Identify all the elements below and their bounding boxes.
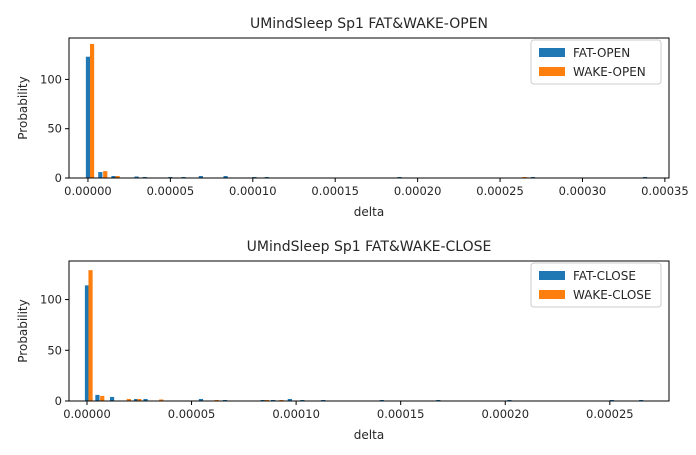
x-tick-label: 0.00025: [586, 407, 634, 421]
legend-swatch: [539, 67, 565, 76]
bar-a-12: [379, 399, 384, 401]
plot-frame: [68, 37, 670, 179]
bar-a-4: [143, 398, 148, 401]
bar-a-8: [271, 399, 276, 401]
legend-label: FAT-CLOSE: [573, 269, 636, 283]
plot-frame: [68, 260, 670, 402]
bars-group: [84, 270, 644, 401]
bar-b-2: [115, 176, 120, 178]
y-tick-label: 100: [40, 72, 62, 86]
x-tick-label: 0.00005: [147, 184, 195, 198]
x-tick-label: 0.00015: [377, 407, 425, 421]
subplot-open: UMindSleep Sp1 FAT&WAKE-OPEN 0.00000 0.00…: [16, 16, 689, 219]
y-tick-label: 0: [55, 171, 62, 185]
x-axis-label: delta: [354, 428, 384, 442]
x-tick-label: 0.00010: [272, 407, 320, 421]
bar-a-7: [260, 399, 265, 401]
legend: FAT-OPEN WAKE-OPEN: [530, 39, 662, 85]
bar-a-2: [109, 396, 115, 401]
x-tick-label: 0.00000: [64, 184, 112, 198]
bar-b-0: [88, 270, 93, 401]
chart-title: UMindSleep Sp1 FAT&WAKE-OPEN: [250, 16, 488, 32]
bar-b-2: [126, 398, 131, 401]
bar-a-1: [95, 394, 100, 401]
bar-b-4: [159, 399, 164, 401]
legend-swatch: [539, 271, 565, 280]
legend-label: WAKE-CLOSE: [573, 288, 651, 302]
y-axis-label: Probability: [16, 76, 30, 139]
bar-a-1: [98, 172, 103, 178]
bar-a-7: [198, 176, 203, 178]
y-tick-label: 100: [40, 293, 62, 307]
bar-a-16: [639, 399, 644, 401]
bar-a-13: [436, 399, 441, 401]
x-tick-label: 0.00005: [168, 407, 216, 421]
x-tick-label: 0.00020: [481, 407, 529, 421]
bar-a-5: [198, 398, 204, 401]
bar-a-2: [111, 176, 116, 178]
x-tick-label: 0.00025: [476, 184, 524, 198]
chart-title: UMindSleep Sp1 FAT&WAKE-CLOSE: [247, 239, 492, 255]
bar-a-14: [507, 399, 512, 401]
legend-label: FAT-OPEN: [573, 46, 630, 60]
x-tick-label: 0.00020: [394, 184, 442, 198]
x-tick-label: 0.00010: [229, 184, 277, 198]
bar-a-8: [223, 176, 228, 178]
y-tick-label: 50: [47, 122, 62, 136]
bar-b-6: [264, 399, 269, 401]
legend-swatch: [539, 290, 565, 299]
bar-a-15: [609, 399, 615, 401]
bar-b-1: [103, 171, 108, 178]
subplot-close: UMindSleep Sp1 FAT&WAKE-CLOSE 0.00000 0.0…: [16, 239, 670, 442]
y-axis-label: Probability: [16, 299, 30, 362]
bar-a-6: [222, 399, 228, 401]
y-tick-label: 50: [47, 343, 62, 357]
x-tick-label: 0.00030: [559, 184, 607, 198]
y-ticks: 0 50 100: [40, 72, 69, 185]
legend-swatch: [539, 48, 565, 57]
bar-a-10: [300, 399, 305, 401]
bar-a-0: [84, 285, 90, 401]
bar-b-7: [279, 399, 284, 401]
bar-a-0: [85, 56, 91, 179]
legend: FAT-CLOSE WAKE-CLOSE: [530, 262, 662, 308]
x-ticks: 0.00000 0.00005 0.00010 0.00015 0.00020 0.000…: [63, 401, 634, 421]
y-tick-label: 0: [55, 394, 62, 408]
bar-b-3: [137, 398, 142, 401]
y-ticks: 0 50 100: [40, 293, 69, 408]
x-tick-label: 0.00015: [311, 184, 359, 198]
bar-b-1: [100, 395, 105, 401]
bar-a-3: [134, 398, 139, 401]
x-ticks: 0.00000 0.00005 0.00010 0.00015 0.00020 0.000…: [64, 178, 689, 198]
bar-b-5: [214, 399, 219, 401]
bar-a-11: [321, 399, 326, 401]
bar-a-3: [134, 176, 139, 178]
x-tick-label: 0.00000: [63, 407, 111, 421]
x-tick-label: 0.00035: [641, 184, 689, 198]
bar-b-0: [89, 43, 95, 178]
x-axis-label: delta: [354, 205, 384, 219]
legend-label: WAKE-OPEN: [573, 65, 646, 79]
bar-a-9: [287, 398, 292, 401]
